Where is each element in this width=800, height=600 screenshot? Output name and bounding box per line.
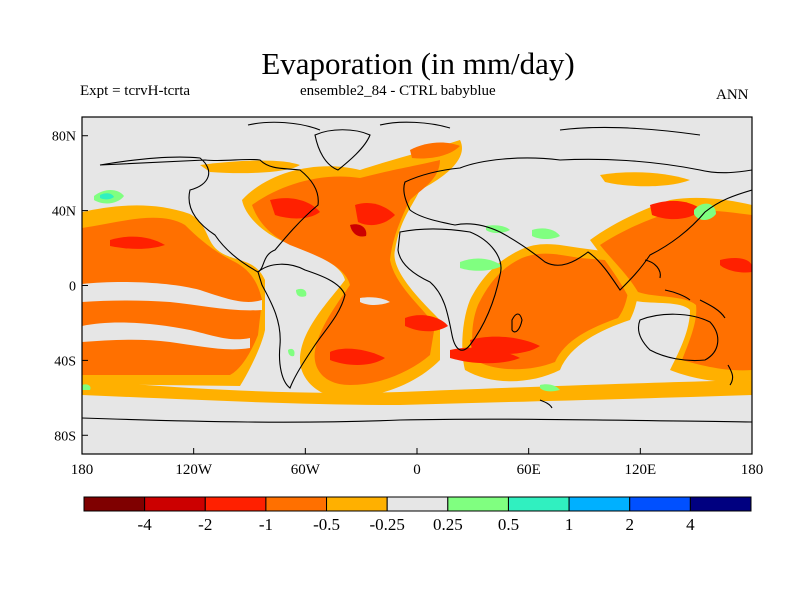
experiment-label: Expt = tcrvH-tcrta [80, 83, 191, 99]
x-tick-label: 180 [71, 462, 94, 478]
colorbar-label: 0.25 [433, 515, 463, 534]
colorbar-label: 0.5 [498, 515, 519, 534]
colorbar-swatch [204, 496, 267, 512]
colorbar-swatch [386, 496, 449, 512]
x-tick-label: 120E [624, 462, 656, 478]
colorbar-swatch [507, 496, 570, 512]
colorbar-label: -2 [198, 515, 212, 534]
colorbar-label: -4 [138, 515, 153, 534]
colorbar-swatch [689, 496, 752, 512]
colorbar-swatch [629, 496, 691, 512]
y-tick-label: 40N [52, 205, 76, 220]
map-title: Evaporation (in mm/day) [261, 46, 575, 81]
x-tick-label: 180 [741, 462, 764, 478]
case-label: ensemble2_84 - CTRL babyblue [300, 83, 496, 99]
colorbar-label: 1 [565, 515, 574, 534]
season-label: ANN [716, 87, 749, 103]
colorbar-label: 2 [625, 515, 634, 534]
coastlines [82, 121, 752, 423]
contour-fills [82, 117, 752, 454]
colorbar-label: -1 [259, 515, 273, 534]
map-axes: 180 120W 60W 0 60E 120E 180 80N 40N 0 40S 80S [52, 130, 763, 478]
x-tick-label: 120W [175, 462, 213, 478]
colorbar-swatch [326, 496, 388, 512]
x-tick-label: 60W [291, 462, 321, 478]
colorbar: -4 -2 -1 -0.5 -0.25 0.25 0.5 1 2 4 [83, 496, 752, 534]
colorbar-swatch [144, 496, 206, 512]
y-tick-label: 80N [52, 130, 76, 145]
y-tick-label: 40S [54, 354, 76, 369]
colorbar-swatch [265, 496, 328, 512]
colorbar-label: -0.5 [313, 515, 340, 534]
colorbar-label: -0.25 [369, 515, 404, 534]
x-tick-label: 0 [413, 462, 421, 478]
colorbar-swatch [447, 496, 509, 512]
colorbar-swatch [83, 496, 146, 512]
colorbar-swatch [568, 496, 631, 512]
colorbar-label: 4 [686, 515, 695, 534]
x-tick-label: 60E [517, 462, 541, 478]
y-tick-label: 0 [69, 280, 76, 295]
y-tick-label: 80S [54, 429, 76, 444]
